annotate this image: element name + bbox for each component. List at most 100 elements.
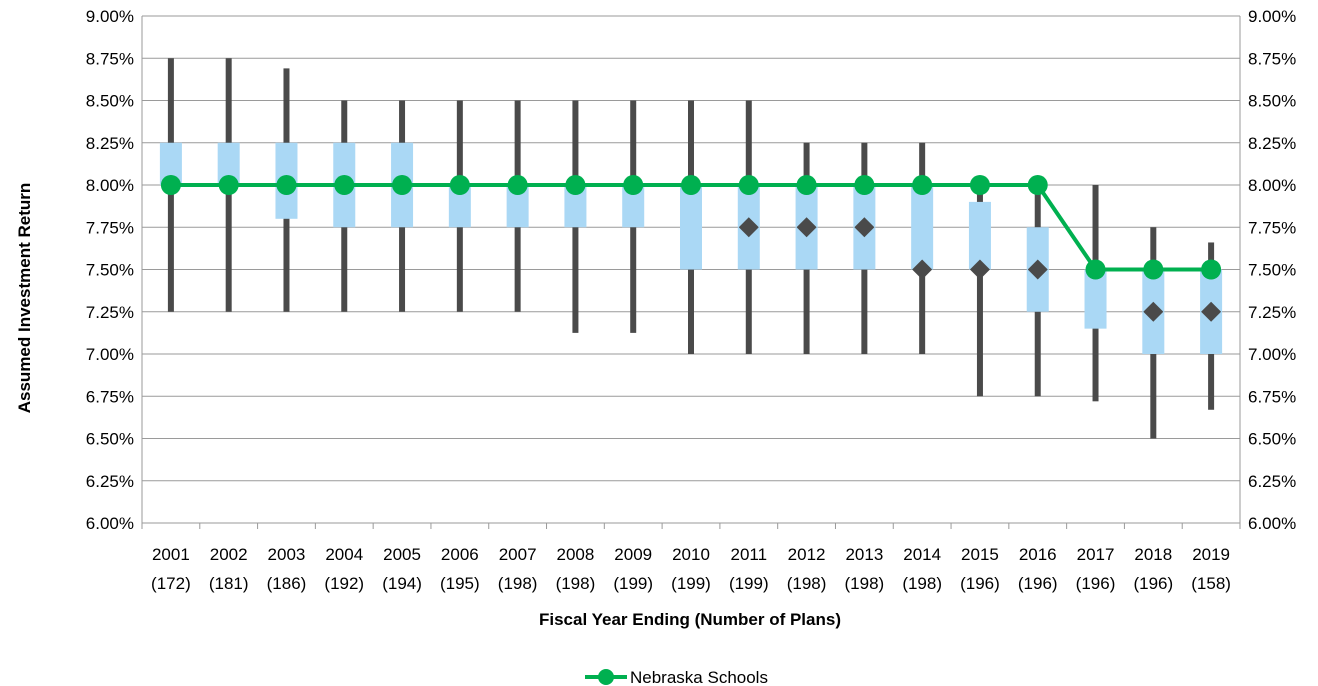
x-tick-label-year: 2006: [441, 545, 479, 564]
series-point: [392, 175, 413, 195]
series-point: [681, 175, 701, 195]
box: [968, 201, 991, 270]
median-marker: [1027, 259, 1048, 280]
y-tick-label-right: 8.50%: [1248, 92, 1296, 111]
x-tick-label-year: 2015: [961, 545, 999, 564]
x-tick-label-year: 2010: [672, 545, 710, 564]
series-point: [1027, 175, 1048, 195]
x-tick-label-year: 2008: [557, 545, 595, 564]
y-tick-label-left: 7.50%: [86, 261, 134, 280]
y-tick-label-right: 9.00%: [1248, 7, 1296, 26]
series-point: [1143, 259, 1164, 280]
x-tick-label-year: 2019: [1192, 545, 1230, 564]
series-point: [449, 175, 470, 195]
box: [159, 142, 182, 185]
y-tick-label-left: 7.25%: [86, 303, 134, 322]
series-point: [796, 175, 817, 195]
y-tick-label-left: 6.00%: [86, 514, 134, 533]
x-tick-label-plans: (194): [382, 574, 422, 593]
x-tick-label-year: 2017: [1077, 545, 1115, 564]
series-point: [334, 175, 355, 195]
series-point: [1201, 259, 1222, 280]
x-tick-label-year: 2011: [731, 545, 768, 564]
series-point: [969, 175, 990, 195]
median-marker: [912, 259, 933, 280]
y-tick-label-right: 7.75%: [1248, 218, 1296, 237]
x-tick-label-year: 2007: [499, 545, 537, 564]
series-point: [912, 175, 933, 195]
series-point: [276, 175, 297, 195]
x-tick-label-plans: (192): [324, 574, 364, 593]
x-tick-label-plans: (196): [960, 574, 1000, 593]
box: [217, 142, 240, 185]
x-tick-label-plans: (172): [151, 574, 191, 593]
x-tick-label-year: 2013: [845, 545, 883, 564]
box: [1084, 269, 1107, 329]
series-point: [1085, 259, 1106, 280]
y-tick-label-left: 7.75%: [86, 218, 134, 237]
whisker: [976, 185, 983, 397]
y-tick-label-right: 8.25%: [1248, 134, 1296, 153]
x-tick-label-plans: (196): [1018, 574, 1058, 593]
y-tick-label-right: 6.50%: [1248, 430, 1296, 449]
box: [506, 185, 529, 228]
y-tick-label-left: 6.50%: [86, 430, 134, 449]
series-point: [623, 175, 644, 195]
y-tick-label-left: 8.00%: [86, 176, 134, 195]
median-marker: [796, 217, 817, 238]
y-tick-label-right: 8.00%: [1248, 176, 1296, 195]
series-point: [854, 175, 875, 195]
x-tick-label-year: 2014: [903, 545, 941, 564]
x-tick-label-plans: (198): [787, 574, 827, 593]
x-axis: 2001 (172) 2002 (181) 2003 (186) 2004 (192) 2005…: [151, 545, 1231, 593]
x-tick-label-plans: (196): [1076, 574, 1116, 593]
y-tick-label-left: 6.75%: [86, 387, 134, 406]
x-tick-label-year: 2002: [210, 545, 248, 564]
legend-marker: [598, 669, 614, 685]
x-tick-label-plans: (199): [671, 574, 711, 593]
y-tick-label-right: 6.00%: [1248, 514, 1296, 533]
x-tick-label-plans: (186): [267, 574, 307, 593]
x-tick-label-year: 2005: [383, 545, 421, 564]
x-tick-label-plans: (198): [902, 574, 942, 593]
y-tick-label-left: 8.75%: [86, 49, 134, 68]
x-tick-label-year: 2018: [1134, 545, 1172, 564]
y-tick-label-left: 8.50%: [86, 92, 134, 111]
x-tick-label-year: 2003: [268, 545, 306, 564]
x-tick-label-year: 2016: [1019, 545, 1057, 564]
median-marker: [1201, 301, 1222, 322]
box: [448, 185, 471, 228]
x-tick-label-year: 2001: [152, 545, 190, 564]
box: [911, 185, 934, 270]
y-axis-title: Assumed Investment Return: [15, 183, 34, 414]
median-marker: [854, 217, 875, 238]
y-tick-label-right: 6.75%: [1248, 387, 1296, 406]
y-tick-label-right: 7.00%: [1248, 345, 1296, 364]
y-tick-label-left: 6.25%: [86, 472, 134, 491]
x-tick-label-plans: (199): [613, 574, 653, 593]
x-tick-label-plans: (199): [729, 574, 769, 593]
legend: Nebraska Schools: [585, 668, 768, 686]
x-tick-label-year: 2012: [788, 545, 826, 564]
y-tick-label-left: 9.00%: [86, 7, 134, 26]
y-axis-right: 6.00% 6.25% 6.50% 6.75% 7.00% 7.25% 7.50% 7.75%…: [1248, 7, 1296, 533]
box: [680, 185, 702, 270]
y-axis-left: 6.00% 6.25% 6.50% 6.75% 7.00% 7.25% 7.50% 7.75%…: [86, 7, 134, 533]
x-tick-label-plans: (198): [498, 574, 538, 593]
y-tick-label-right: 8.75%: [1248, 49, 1296, 68]
x-tick-label-plans: (198): [845, 574, 885, 593]
median-marker: [969, 259, 990, 280]
y-tick-label-left: 8.25%: [86, 134, 134, 153]
box: [564, 185, 587, 228]
x-tick-label-year: 2009: [614, 545, 652, 564]
series-nebraska-schools: [160, 175, 1222, 280]
y-tick-label-right: 7.50%: [1248, 261, 1296, 280]
series-point: [160, 175, 181, 195]
x-tick-label-plans: (181): [209, 574, 249, 593]
x-axis-title: Fiscal Year Ending (Number of Plans): [539, 610, 841, 629]
median-marker: [738, 217, 759, 238]
x-tick-label-plans: (198): [556, 574, 596, 593]
x-tick-label-year: 2004: [325, 545, 363, 564]
legend-label: Nebraska Schools: [630, 668, 768, 686]
